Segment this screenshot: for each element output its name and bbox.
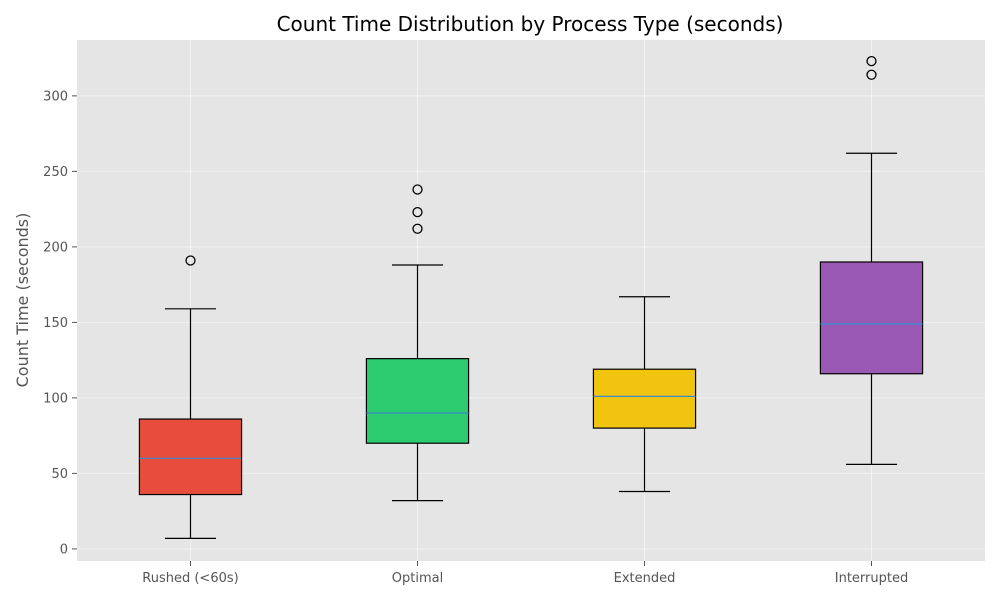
outlier-point — [185, 255, 196, 266]
chart-title: Count Time Distribution by Process Type … — [277, 12, 784, 36]
y-tick-label: 300 — [43, 89, 68, 104]
y-tick-label: 200 — [43, 240, 68, 255]
y-tick-label: 100 — [43, 391, 68, 406]
x-tick-label: Rushed (<60s) — [142, 571, 238, 586]
x-tick-label: Extended — [614, 571, 676, 586]
y-axis-ticks: 0 50 100 150 200 250 300 — [43, 89, 77, 557]
box-1 — [138, 255, 243, 539]
outlier-point — [412, 184, 423, 195]
x-tick-label: Interrupted — [835, 571, 908, 586]
iqr-box — [138, 418, 243, 496]
iqr-box — [592, 368, 697, 429]
outlier-point — [412, 207, 423, 218]
outlier-point — [866, 69, 877, 80]
boxes — [138, 55, 924, 539]
outlier-point — [866, 55, 877, 67]
x-axis-ticks: Rushed (<60s) Optimal Extended Interrupted — [142, 561, 908, 586]
outlier-point — [412, 223, 423, 234]
iqr-box — [365, 358, 470, 444]
iqr-box — [819, 261, 924, 375]
y-tick-label: 0 — [60, 542, 68, 557]
box-2 — [365, 184, 470, 502]
x-tick-label: Optimal — [392, 571, 443, 586]
y-tick-label: 50 — [51, 467, 68, 482]
box-4 — [819, 55, 924, 465]
y-tick-label: 250 — [43, 165, 68, 180]
y-axis-label: Count Time (seconds) — [13, 213, 32, 388]
y-tick-label: 150 — [43, 316, 68, 331]
box-3 — [592, 296, 697, 493]
